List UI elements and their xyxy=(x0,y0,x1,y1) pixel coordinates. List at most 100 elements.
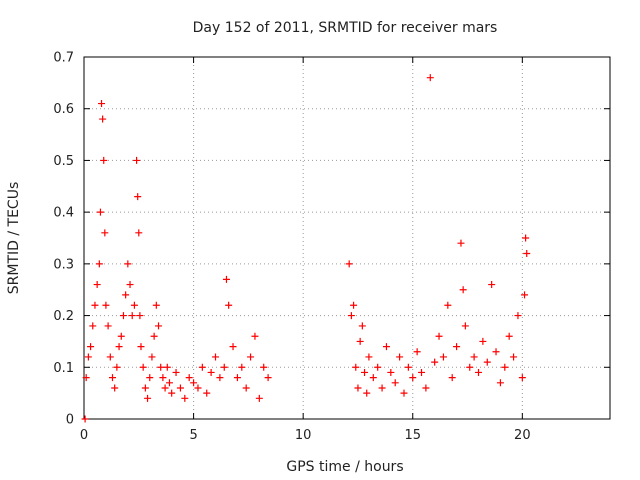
chart-title: Day 152 of 2011, SRMTID for receiver mar… xyxy=(193,20,498,36)
data-point xyxy=(194,384,202,392)
data-point xyxy=(89,322,97,330)
data-point xyxy=(510,353,518,361)
data-point xyxy=(453,343,461,351)
data-point xyxy=(514,312,522,320)
data-point xyxy=(361,368,369,376)
data-point xyxy=(148,353,156,361)
data-point xyxy=(190,379,198,387)
data-point xyxy=(95,260,103,268)
data-point xyxy=(264,374,272,382)
data-point xyxy=(374,363,382,371)
tick-layer: 0 0.1 0.2 0.3 0.4 0.5 0.6 0.7 0 5 10 15 20 xyxy=(53,51,610,443)
data-point xyxy=(81,415,89,423)
data-point xyxy=(130,301,138,309)
data-point xyxy=(518,374,526,382)
data-point xyxy=(176,384,184,392)
x-tick-label: 15 xyxy=(404,428,421,443)
data-point xyxy=(422,384,430,392)
data-point xyxy=(365,353,373,361)
data-point xyxy=(470,353,478,361)
data-point xyxy=(133,156,141,164)
data-point xyxy=(354,384,362,392)
data-point xyxy=(391,379,399,387)
data-point xyxy=(137,343,145,351)
y-tick-label: 0.4 xyxy=(53,206,74,221)
data-point xyxy=(106,353,114,361)
data-point xyxy=(347,312,355,320)
data-point xyxy=(426,74,434,82)
data-point xyxy=(119,312,127,320)
data-point xyxy=(229,343,237,351)
data-point xyxy=(122,291,130,299)
data-point xyxy=(212,353,219,361)
data-point xyxy=(220,363,228,371)
data-point xyxy=(457,239,465,247)
data-point xyxy=(501,363,509,371)
data-point xyxy=(479,337,487,345)
data-point xyxy=(157,363,165,371)
data-point xyxy=(400,389,408,397)
data-point xyxy=(99,115,107,123)
data-point xyxy=(134,193,142,201)
data-point xyxy=(404,363,412,371)
data-point xyxy=(222,275,230,283)
data-point xyxy=(159,374,167,382)
data-point xyxy=(82,374,90,382)
data-point xyxy=(161,384,169,392)
data-point xyxy=(238,363,246,371)
data-point xyxy=(152,301,160,309)
data-point xyxy=(117,332,125,340)
data-point xyxy=(431,358,439,366)
data-point xyxy=(459,286,467,294)
data-point xyxy=(409,374,417,382)
data-point xyxy=(378,384,386,392)
data-point xyxy=(163,363,171,371)
data-point xyxy=(255,394,263,402)
y-tick-label: 0.3 xyxy=(53,257,74,272)
data-point xyxy=(136,312,144,320)
data-point xyxy=(435,332,443,340)
data-point xyxy=(483,358,491,366)
y-tick-label: 0 xyxy=(66,413,74,428)
data-point xyxy=(91,301,99,309)
data-point xyxy=(98,100,106,108)
y-tick-label: 0.2 xyxy=(53,309,74,324)
data-point xyxy=(172,368,180,376)
y-tick-label: 0.5 xyxy=(53,154,74,169)
data-point xyxy=(448,374,456,382)
data-point xyxy=(242,384,250,392)
data-point xyxy=(260,363,268,371)
y-tick-label: 0.7 xyxy=(53,51,74,66)
data-point xyxy=(496,379,504,387)
data-point xyxy=(522,234,530,242)
data-point xyxy=(84,353,92,361)
data-point xyxy=(444,301,452,309)
data-point xyxy=(521,291,529,299)
data-point xyxy=(87,343,95,351)
y-axis-label: SRMTID / TECUs xyxy=(6,182,22,295)
data-point xyxy=(126,281,134,289)
data-point xyxy=(396,353,404,361)
data-point xyxy=(139,363,147,371)
data-point xyxy=(233,374,241,382)
data-point xyxy=(113,363,121,371)
data-point xyxy=(141,384,149,392)
data-point xyxy=(111,384,119,392)
data-points xyxy=(81,74,531,423)
data-point xyxy=(181,394,189,402)
data-point xyxy=(104,322,112,330)
data-point xyxy=(146,374,154,382)
data-point xyxy=(207,368,215,376)
data-point xyxy=(100,156,108,164)
data-point xyxy=(115,343,123,351)
data-point xyxy=(225,301,233,309)
x-tick-label: 20 xyxy=(514,428,531,443)
y-tick-label: 0.6 xyxy=(53,102,74,117)
data-point xyxy=(523,250,531,258)
data-point xyxy=(155,322,163,330)
x-tick-label: 10 xyxy=(295,428,312,443)
data-point xyxy=(108,374,116,382)
data-point xyxy=(466,363,474,371)
data-point xyxy=(198,363,206,371)
